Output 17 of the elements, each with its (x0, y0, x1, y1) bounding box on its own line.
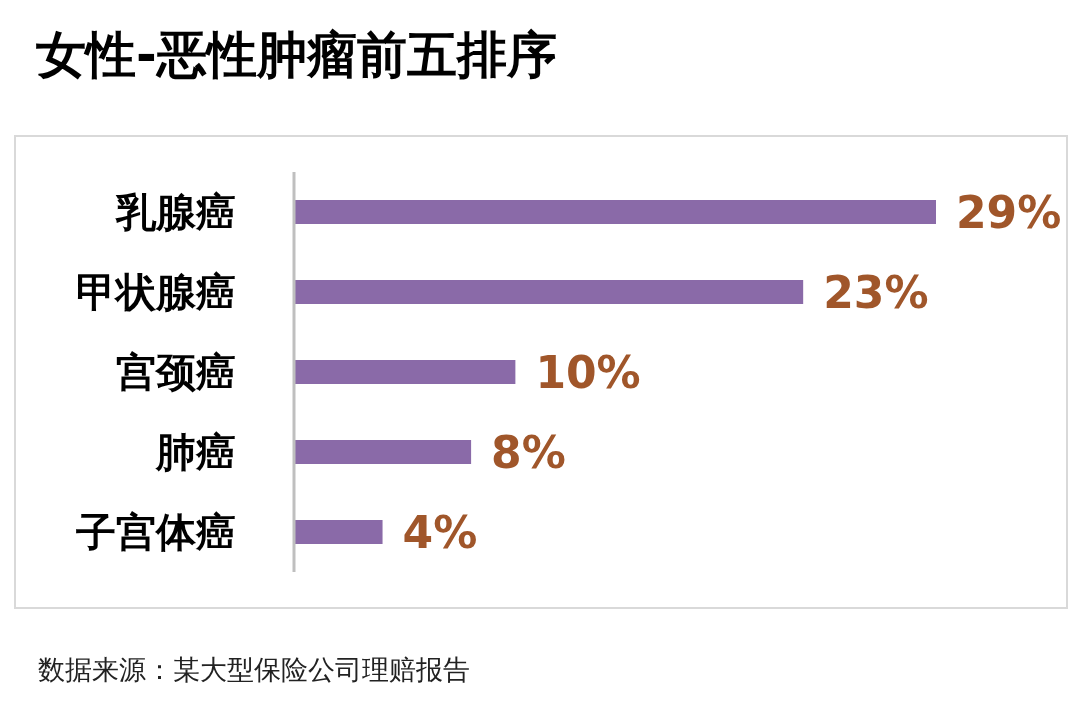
y-tick-label: 乳腺癌 (115, 189, 236, 235)
y-tick-label: 肺癌 (155, 429, 236, 475)
data-label: 4% (402, 506, 478, 558)
y-tick-label: 宫颈癌 (116, 349, 236, 395)
bar (294, 440, 472, 464)
y-tick-label: 子宫体癌 (75, 509, 236, 555)
data-label: 29% (956, 186, 1062, 238)
bar (294, 200, 936, 224)
data-label: 8% (491, 426, 566, 478)
bar (294, 360, 516, 384)
y-tick-label: 甲状腺癌 (76, 269, 236, 315)
chart-title: 女性-恶性肿瘤前五排序 (36, 25, 557, 86)
data-label: 10% (535, 346, 641, 398)
data-label: 23% (823, 266, 929, 318)
bar (294, 520, 383, 544)
bar (294, 280, 804, 304)
source-note: 数据来源：某大型保险公司理赔报告 (38, 653, 470, 687)
